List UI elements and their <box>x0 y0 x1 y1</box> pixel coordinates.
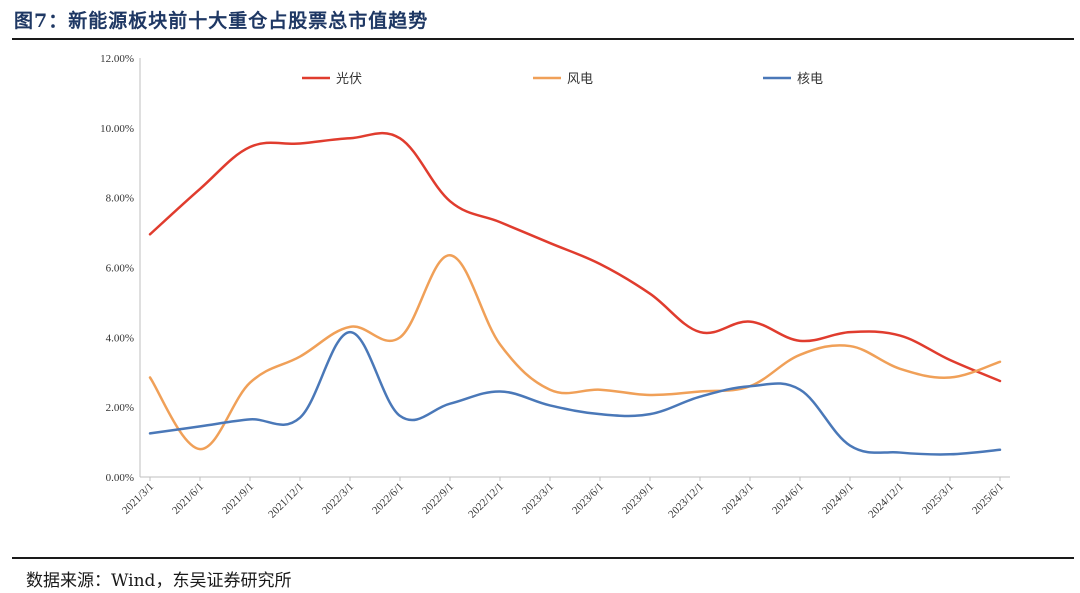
y-tick-label: 2.00% <box>106 402 134 414</box>
bottom-rule <box>12 557 1074 559</box>
series-line-3 <box>148 330 1002 456</box>
x-tick-label: 2025/3/1 <box>920 481 956 517</box>
y-tick-label: 4.00% <box>106 332 134 344</box>
y-tick-label: 12.00% <box>100 53 134 65</box>
y-tick-label: 6.00% <box>106 263 134 275</box>
y-tick-label: 8.00% <box>106 193 134 205</box>
x-tick-label: 2023/12/1 <box>666 481 706 521</box>
x-tick-label: 2022/3/1 <box>320 481 356 517</box>
legend-label-1: 光伏 <box>336 72 362 87</box>
source-note: 数据来源：Wind，东吴证券研究所 <box>26 571 292 591</box>
series-line-2 <box>148 254 1002 451</box>
x-tick-label: 2024/12/1 <box>866 481 906 521</box>
x-tick-label: 2022/9/1 <box>420 481 456 517</box>
x-tick-label: 2024/6/1 <box>770 481 806 517</box>
x-tick-label: 2022/12/1 <box>466 481 506 521</box>
x-tick-label: 2022/6/1 <box>370 481 406 517</box>
series-line-1 <box>148 131 1002 383</box>
x-tick-label: 2024/3/1 <box>720 481 756 517</box>
x-tick-label: 2023/9/1 <box>620 481 656 517</box>
x-tick-label: 2025/6/1 <box>970 481 1006 517</box>
y-tick-label: 0.00% <box>106 472 134 484</box>
x-tick-label: 2024/9/1 <box>820 481 856 517</box>
chart-title: 图7：新能源板块前十大重仓占股票总市值趋势 <box>14 10 429 32</box>
x-tick-label: 2023/6/1 <box>570 481 606 517</box>
x-tick-label: 2021/9/1 <box>220 481 256 517</box>
x-tick-label: 2021/6/1 <box>170 481 206 517</box>
legend-label-3: 核电 <box>797 72 823 87</box>
legend-label-2: 风电 <box>567 72 593 87</box>
x-tick-label: 2023/3/1 <box>520 481 556 517</box>
x-tick-label: 2021/12/1 <box>266 481 306 521</box>
top-rule <box>12 38 1074 40</box>
x-tick-label: 2021/3/1 <box>120 481 156 517</box>
y-tick-label: 10.00% <box>100 123 134 135</box>
